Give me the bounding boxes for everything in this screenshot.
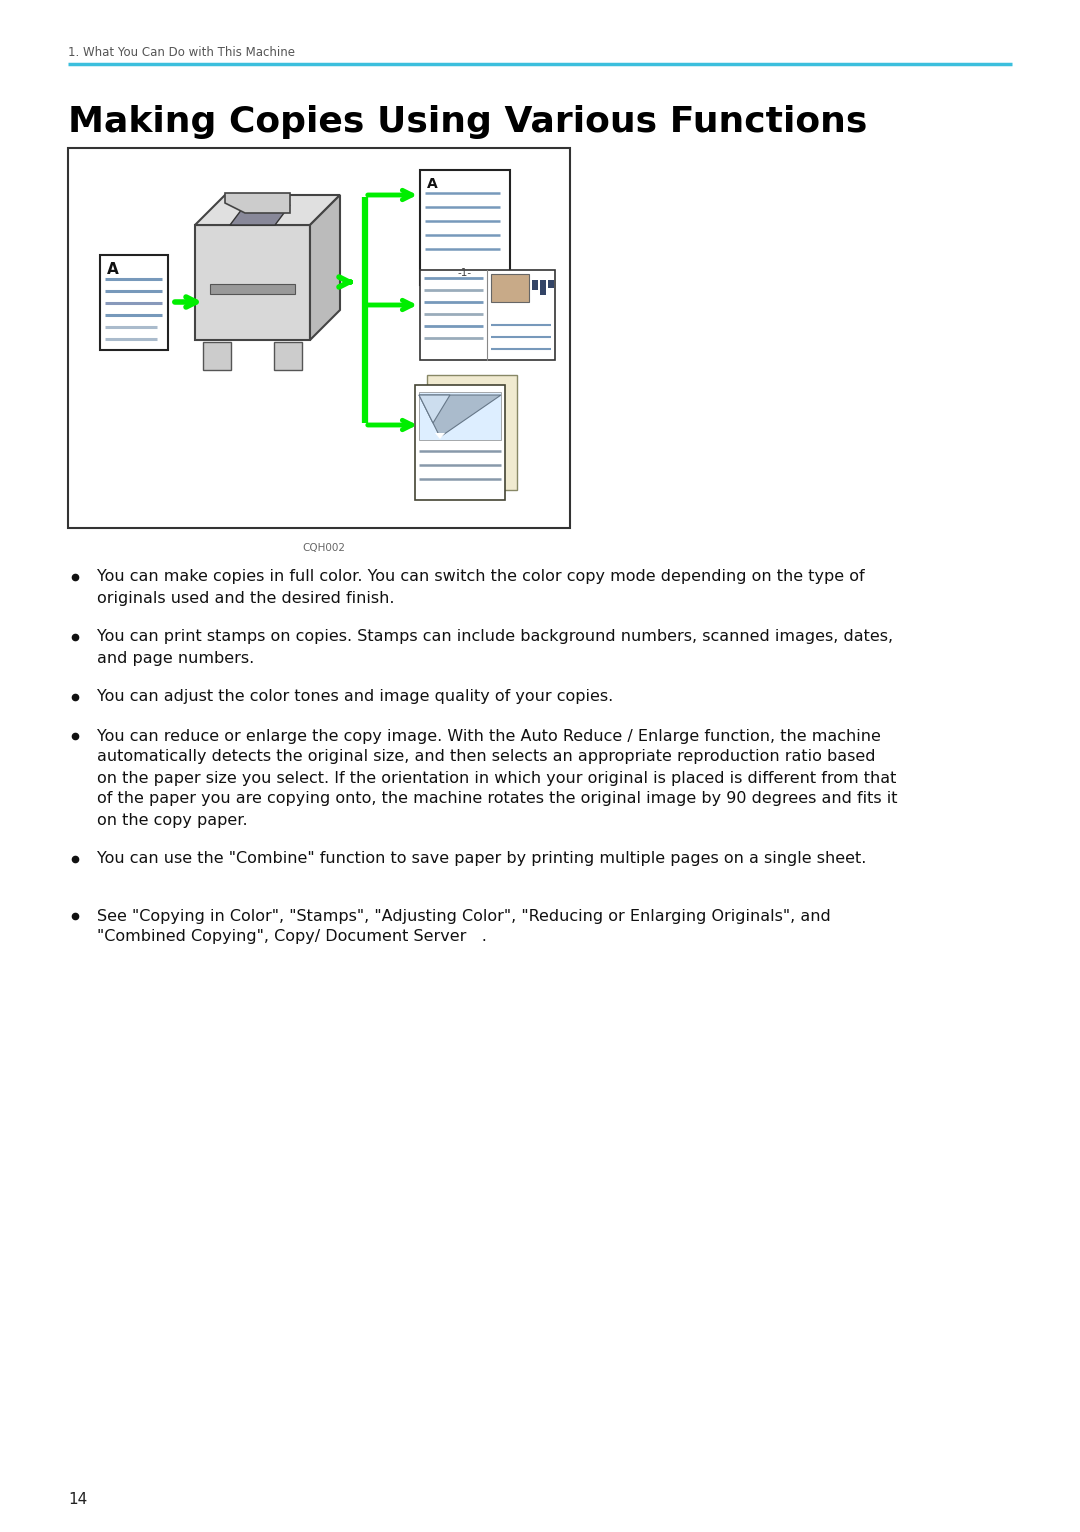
Bar bbox=[415, 385, 505, 499]
Text: automatically detects the original size, and then selects an appropriate reprodu: automatically detects the original size,… bbox=[97, 749, 876, 764]
Bar bbox=[203, 342, 231, 371]
Polygon shape bbox=[435, 434, 445, 440]
Bar bbox=[419, 392, 501, 440]
Text: on the paper size you select. If the orientation in which your original is place: on the paper size you select. If the ori… bbox=[97, 771, 896, 786]
Polygon shape bbox=[230, 205, 291, 225]
Polygon shape bbox=[419, 395, 450, 423]
Text: 1. What You Can Do with This Machine: 1. What You Can Do with This Machine bbox=[68, 46, 295, 58]
Text: You can adjust the color tones and image quality of your copies.: You can adjust the color tones and image… bbox=[97, 689, 613, 705]
Polygon shape bbox=[310, 195, 340, 340]
Bar bbox=[427, 375, 517, 490]
Text: A: A bbox=[107, 262, 119, 277]
Text: on the copy paper.: on the copy paper. bbox=[97, 812, 247, 827]
Text: originals used and the desired finish.: originals used and the desired finish. bbox=[97, 590, 394, 605]
Text: You can reduce or enlarge the copy image. With the Auto Reduce / Enlarge functio: You can reduce or enlarge the copy image… bbox=[97, 729, 881, 743]
Bar bbox=[100, 254, 168, 349]
Text: "Combined Copying", Copy/ Document Server   .: "Combined Copying", Copy/ Document Serve… bbox=[97, 930, 487, 945]
Text: You can use the "Combine" function to save paper by printing multiple pages on a: You can use the "Combine" function to sa… bbox=[97, 852, 866, 867]
Text: CQH002: CQH002 bbox=[302, 542, 346, 553]
Text: 14: 14 bbox=[68, 1492, 87, 1507]
Polygon shape bbox=[225, 193, 291, 213]
Bar bbox=[420, 270, 555, 360]
Bar bbox=[548, 280, 554, 288]
Bar bbox=[210, 283, 295, 294]
Polygon shape bbox=[419, 395, 501, 437]
Bar bbox=[274, 342, 302, 371]
Text: You can make copies in full color. You can switch the color copy mode depending : You can make copies in full color. You c… bbox=[97, 570, 865, 585]
Bar bbox=[532, 280, 538, 290]
Bar bbox=[195, 225, 310, 340]
Text: Making Copies Using Various Functions: Making Copies Using Various Functions bbox=[68, 106, 867, 139]
Text: of the paper you are copying onto, the machine rotates the original image by 90 : of the paper you are copying onto, the m… bbox=[97, 792, 897, 806]
Text: and page numbers.: and page numbers. bbox=[97, 651, 254, 665]
Text: -1-: -1- bbox=[458, 268, 472, 277]
Polygon shape bbox=[195, 195, 340, 225]
Text: You can print stamps on copies. Stamps can include background numbers, scanned i: You can print stamps on copies. Stamps c… bbox=[97, 630, 893, 645]
Bar bbox=[540, 280, 546, 296]
Text: See "Copying in Color", "Stamps", "Adjusting Color", "Reducing or Enlarging Orig: See "Copying in Color", "Stamps", "Adjus… bbox=[97, 908, 831, 924]
Bar bbox=[68, 149, 570, 529]
Bar bbox=[420, 170, 510, 285]
Bar bbox=[491, 274, 529, 302]
Text: A: A bbox=[427, 178, 437, 192]
